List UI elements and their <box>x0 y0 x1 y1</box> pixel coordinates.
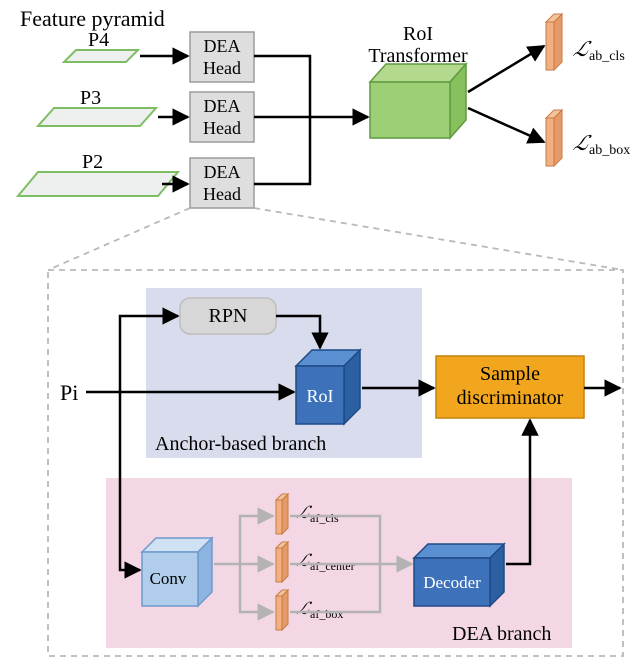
svg-text:ab_cls: ab_cls <box>589 49 625 64</box>
svg-text:af_cls: af_cls <box>310 511 339 525</box>
loss-ab-cls-plate <box>546 14 562 70</box>
dea-head-3: DEA Head <box>190 158 254 208</box>
rpn-label: RPN <box>209 305 248 327</box>
svg-text:af_box: af_box <box>310 607 343 621</box>
dea-branch-label: DEA branch <box>452 623 551 645</box>
af-box-plate <box>276 590 288 630</box>
anchor-branch-label: Anchor-based branch <box>155 433 326 455</box>
svg-text:Head: Head <box>203 58 241 78</box>
svg-text:ab_box: ab_box <box>589 143 630 158</box>
p2-label: P2 <box>82 151 103 173</box>
arrow-dea3-merge <box>254 117 310 184</box>
roi-tr-label1: RoI <box>403 23 433 45</box>
svg-text:Head: Head <box>203 118 241 138</box>
decoder-label: Decoder <box>423 573 481 592</box>
arrow-roi-abcls <box>468 46 544 92</box>
pyramid-p3: P3 <box>38 87 156 126</box>
pyramid-p4: P4 <box>64 29 138 62</box>
loss-ab-cls-label: ℒ ab_cls <box>572 39 625 64</box>
feature-pyramid-title: Feature pyramid <box>20 6 165 31</box>
diagram-svg: Feature pyramid P4 P3 P2 DEA Head DEA He… <box>0 0 640 668</box>
svg-text:DEA: DEA <box>204 36 241 56</box>
arrow-roi-abbox <box>468 108 544 142</box>
dea-head-1: DEA Head <box>190 32 254 82</box>
sample-top-label: Sample <box>480 363 540 385</box>
af-center-plate <box>276 542 288 582</box>
af-cls-plate <box>276 494 288 534</box>
dash-left <box>48 208 190 270</box>
sample-bot-label: discriminator <box>457 387 564 409</box>
roi-cube: RoI <box>296 350 360 424</box>
arrow-dea1-merge <box>254 56 310 117</box>
decoder-cube: Decoder <box>414 544 504 606</box>
roi-transformer-cube: RoI Transformer <box>368 23 468 138</box>
svg-text:af_center: af_center <box>310 559 355 573</box>
pyramid-p2: P2 <box>18 151 178 196</box>
p4-label: P4 <box>88 29 109 51</box>
pi-label: Pi <box>60 380 78 405</box>
svg-text:Head: Head <box>203 184 241 204</box>
conv-label: Conv <box>150 569 187 588</box>
loss-ab-box-plate <box>546 110 562 166</box>
svg-text:DEA: DEA <box>204 96 241 116</box>
roi-label: RoI <box>307 386 334 406</box>
loss-ab-box-label: ℒ ab_box <box>572 133 630 158</box>
dea-head-2: DEA Head <box>190 92 254 142</box>
conv-cube: Conv <box>142 538 212 606</box>
svg-text:DEA: DEA <box>204 162 241 182</box>
roi-tr-label2: Transformer <box>368 45 468 67</box>
dash-right <box>254 208 623 270</box>
p3-label: P3 <box>80 87 101 109</box>
